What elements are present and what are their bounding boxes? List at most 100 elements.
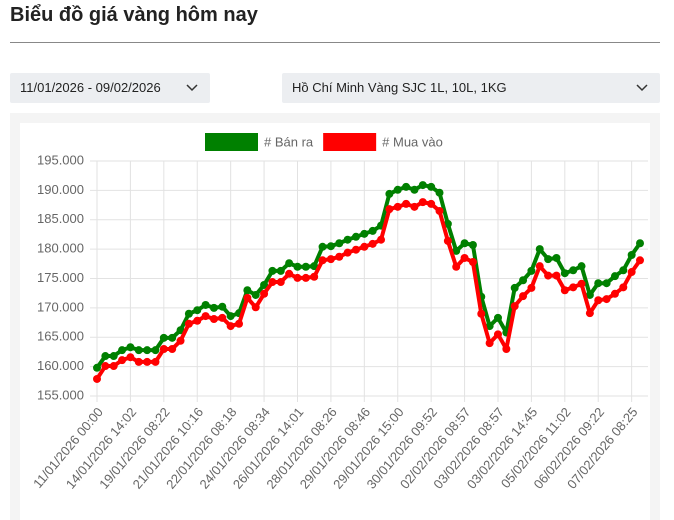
product-text: Hồ Chí Minh Vàng SJC 1L, 10L, 1KG: [292, 80, 507, 95]
data-point: [435, 206, 444, 215]
data-point: [134, 346, 143, 355]
data-point: [402, 182, 411, 191]
data-point: [552, 253, 561, 262]
y-tick-label: 175.000: [37, 270, 84, 285]
data-point: [510, 283, 519, 292]
data-point: [201, 312, 210, 321]
data-point: [201, 300, 210, 309]
data-point: [560, 269, 569, 278]
data-point: [310, 272, 319, 281]
data-point: [602, 295, 611, 304]
data-point: [619, 283, 628, 292]
data-point: [251, 303, 260, 312]
data-point: [143, 357, 152, 366]
data-point: [101, 352, 110, 361]
data-point: [343, 248, 352, 257]
data-point: [594, 279, 603, 288]
data-point: [159, 345, 168, 353]
plot-background: [20, 123, 650, 520]
data-point: [235, 319, 244, 328]
data-point: [326, 242, 335, 251]
legend-swatch: [205, 133, 258, 151]
data-point: [218, 313, 227, 322]
y-tick-label: 160.000: [37, 358, 84, 373]
y-tick-label: 170.000: [37, 299, 84, 314]
data-point: [226, 322, 235, 331]
data-point: [585, 309, 594, 318]
data-point: [260, 289, 269, 298]
data-point: [460, 239, 469, 248]
data-point: [468, 241, 477, 250]
data-point: [118, 346, 127, 355]
data-point: [193, 316, 202, 325]
data-point: [569, 283, 578, 292]
data-point: [527, 266, 536, 275]
date-range-select[interactable]: 11/01/2026 - 09/02/2026: [10, 73, 210, 103]
y-tick-label: 190.000: [37, 182, 84, 197]
page-title: Biểu đồ giá vàng hôm nay: [10, 4, 258, 26]
data-point: [360, 229, 369, 238]
data-point: [510, 302, 519, 311]
data-point: [560, 286, 569, 295]
data-point: [594, 296, 603, 305]
data-point: [460, 253, 469, 262]
data-point: [134, 357, 143, 366]
data-point: [636, 239, 644, 248]
data-point: [427, 199, 436, 208]
data-point: [402, 199, 411, 208]
data-point: [335, 252, 344, 261]
data-point: [477, 309, 486, 318]
data-point: [184, 319, 193, 328]
data-point: [351, 245, 360, 254]
data-point: [159, 333, 168, 342]
data-point: [184, 309, 193, 318]
data-point: [627, 268, 636, 277]
date-range-text: 11/01/2026 - 09/02/2026: [20, 80, 161, 95]
data-point: [452, 246, 461, 255]
data-point: [293, 273, 302, 282]
data-point: [93, 374, 101, 383]
data-point: [619, 266, 628, 275]
data-point: [577, 279, 586, 288]
legend-label: # Bán ra: [264, 134, 314, 149]
data-point: [418, 198, 427, 207]
data-point: [610, 289, 619, 298]
data-point: [209, 315, 218, 324]
y-tick-label: 165.000: [37, 329, 84, 344]
data-point: [627, 251, 636, 259]
data-point: [118, 356, 127, 365]
data-point: [293, 262, 302, 271]
divider: [10, 42, 660, 43]
data-point: [418, 181, 427, 190]
data-point: [326, 255, 335, 264]
data-point: [360, 242, 369, 251]
data-point: [502, 345, 511, 353]
legend-label: # Mua vào: [382, 134, 443, 149]
data-point: [243, 293, 252, 302]
data-point: [343, 235, 352, 244]
data-point: [377, 235, 386, 244]
data-point: [519, 292, 528, 301]
data-point: [610, 272, 619, 281]
product-select[interactable]: Hồ Chí Minh Vàng SJC 1L, 10L, 1KG: [282, 73, 660, 103]
data-point: [218, 302, 227, 311]
data-point: [176, 336, 185, 345]
data-point: [544, 271, 553, 280]
y-tick-label: 195.000: [37, 152, 84, 167]
data-point: [318, 242, 327, 251]
data-point: [168, 345, 177, 353]
data-point: [368, 239, 377, 248]
data-point: [151, 346, 160, 355]
data-point: [168, 333, 177, 342]
data-point: [126, 353, 135, 362]
data-point: [552, 271, 561, 280]
data-point: [493, 313, 502, 322]
data-point: [285, 259, 294, 268]
data-point: [410, 185, 419, 194]
data-point: [109, 352, 118, 361]
data-point: [109, 362, 118, 371]
data-point: [318, 256, 327, 265]
data-point: [393, 202, 402, 211]
data-point: [209, 303, 218, 312]
